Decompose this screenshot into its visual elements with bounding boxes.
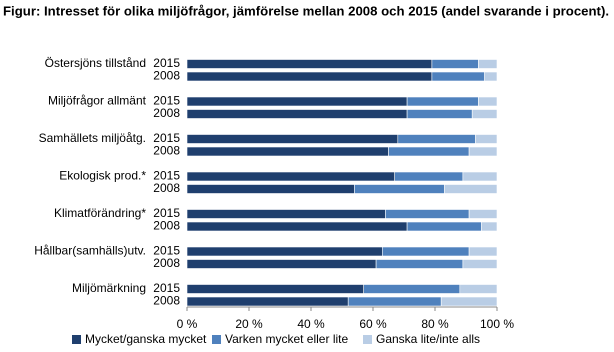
bar-segment (484, 71, 498, 82)
bar-segment (468, 246, 498, 257)
bar-segment (186, 209, 386, 219)
bar-segment (186, 96, 408, 107)
y-tick-label: 2008 (153, 181, 180, 195)
x-tick-label: 20 % (235, 317, 263, 331)
bar-segment (459, 284, 498, 294)
y-tick-label: 2008 (153, 144, 180, 158)
bar-segment (406, 221, 482, 232)
bar-segment (186, 221, 408, 232)
y-tick-label: 2008 (153, 69, 180, 83)
group-label: Miljömärkning (72, 281, 146, 295)
bar-segment (363, 284, 461, 294)
x-tick-label: 60 % (359, 317, 387, 331)
legend-swatch (212, 335, 221, 344)
bar-segment (186, 109, 408, 119)
x-tick-label: 0 % (177, 317, 198, 331)
bar-segment (431, 71, 485, 82)
legend-label: Mycket/ganska mycket (85, 332, 207, 346)
bar-segment (347, 296, 442, 307)
group-label: Samhällets miljöåtg. (39, 131, 146, 145)
group-label: Hållbar(samhälls)utv. (34, 244, 146, 258)
bar-segment (186, 146, 389, 157)
bar-segment (186, 171, 395, 182)
y-tick-label: 2008 (153, 219, 180, 233)
y-tick-label: 2008 (153, 256, 180, 270)
bar-segment (462, 171, 498, 182)
bar-segment (186, 71, 433, 82)
group-label: Östersjöns tillstånd (45, 56, 146, 70)
y-tick-label: 2015 (153, 206, 180, 220)
bar-segment (440, 296, 498, 307)
bar-segment (394, 171, 464, 182)
bar-segment (478, 96, 498, 107)
y-tick-label: 2015 (153, 94, 180, 108)
legend-swatch (363, 335, 372, 344)
bar-segment (354, 184, 445, 194)
legend-swatch (72, 335, 81, 344)
chart-title: Figur: Intresset för olika miljöfrågor, … (3, 4, 609, 18)
bar-segment (468, 146, 498, 157)
bar-segment (186, 184, 355, 194)
x-tick-label: 80 % (421, 317, 449, 331)
bar-segment (375, 259, 464, 269)
y-tick-label: 2015 (153, 169, 180, 183)
x-tick-label: 40 % (297, 317, 325, 331)
group-label: Ekologisk prod.* (59, 169, 146, 183)
bar-segment (462, 259, 498, 269)
bar-segment (431, 59, 479, 69)
bar-segment (397, 134, 476, 144)
bar-segment (186, 59, 433, 69)
bar-segment (406, 96, 479, 107)
bar-segment (471, 109, 498, 119)
bar-segment (406, 109, 473, 119)
legend-label: Varken mycket eller lite (225, 332, 348, 346)
bar-segment (478, 59, 498, 69)
bar-segment (481, 221, 498, 232)
bar-segment (443, 184, 498, 194)
y-tick-label: 2015 (153, 244, 180, 258)
group-label: Klimatförändring* (54, 206, 146, 220)
y-tick-label: 2015 (153, 131, 180, 145)
bar-segment (186, 284, 364, 294)
bar-segment (186, 259, 377, 269)
y-tick-label: 2015 (153, 281, 180, 295)
bar-segment (381, 246, 470, 257)
bar-segment (468, 209, 498, 219)
bar-segment (474, 134, 498, 144)
x-tick-label: 100 % (480, 317, 514, 331)
y-tick-label: 2015 (153, 56, 180, 70)
bar-segment (186, 296, 349, 307)
bar-segment (186, 246, 383, 257)
bar-segment (388, 146, 470, 157)
bar-segment (186, 134, 399, 144)
y-tick-label: 2008 (153, 294, 180, 308)
bar-segment (385, 209, 470, 219)
legend-label: Ganska lite/inte alls (376, 332, 480, 346)
group-label: Miljöfrågor allmänt (48, 94, 147, 108)
y-tick-label: 2008 (153, 106, 180, 120)
